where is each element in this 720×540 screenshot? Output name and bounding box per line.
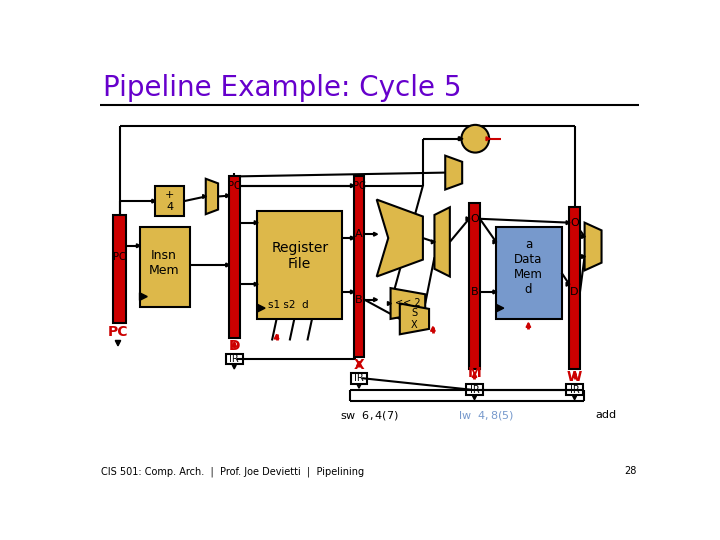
Polygon shape bbox=[459, 137, 463, 140]
Polygon shape bbox=[459, 137, 462, 140]
Bar bbox=[566, 384, 583, 395]
Polygon shape bbox=[377, 200, 423, 276]
Polygon shape bbox=[486, 137, 490, 140]
Bar bbox=[466, 384, 483, 395]
Polygon shape bbox=[493, 240, 497, 244]
Bar bbox=[140, 226, 189, 307]
Polygon shape bbox=[566, 221, 570, 225]
Polygon shape bbox=[374, 232, 377, 236]
Polygon shape bbox=[493, 290, 497, 294]
Polygon shape bbox=[582, 254, 585, 259]
Text: X: X bbox=[354, 358, 364, 372]
Polygon shape bbox=[431, 327, 435, 331]
Text: B: B bbox=[471, 287, 478, 297]
Text: s1 s2  d: s1 s2 d bbox=[268, 300, 309, 310]
Polygon shape bbox=[232, 342, 237, 347]
Polygon shape bbox=[582, 234, 585, 239]
Text: D: D bbox=[570, 287, 579, 297]
Circle shape bbox=[462, 125, 489, 153]
Text: IR: IR bbox=[354, 373, 364, 383]
Polygon shape bbox=[374, 298, 377, 301]
Text: S
X: S X bbox=[411, 308, 418, 330]
Polygon shape bbox=[351, 184, 354, 187]
Text: CIS 501: Comp. Arch.  |  Prof. Joe Devietti  |  Pipelining: CIS 501: Comp. Arch. | Prof. Joe Deviett… bbox=[101, 466, 364, 477]
Text: +
4: + 4 bbox=[165, 190, 174, 212]
Text: W: W bbox=[567, 370, 582, 383]
Bar bbox=[496, 226, 562, 319]
Text: IR: IR bbox=[570, 384, 580, 395]
Text: B: B bbox=[355, 295, 363, 305]
Text: PC: PC bbox=[228, 181, 240, 191]
Polygon shape bbox=[257, 304, 265, 312]
Bar bbox=[229, 177, 240, 338]
Text: IR: IR bbox=[469, 384, 480, 395]
Polygon shape bbox=[387, 301, 392, 306]
Text: 28: 28 bbox=[624, 467, 637, 476]
Polygon shape bbox=[137, 244, 140, 248]
Text: lw  $4,8($5): lw $4,8($5) bbox=[458, 409, 514, 422]
Text: O: O bbox=[470, 214, 479, 224]
Bar bbox=[354, 177, 364, 357]
Polygon shape bbox=[585, 222, 601, 271]
Polygon shape bbox=[472, 373, 477, 377]
Polygon shape bbox=[357, 384, 361, 388]
Polygon shape bbox=[566, 282, 570, 286]
Polygon shape bbox=[390, 288, 426, 319]
Polygon shape bbox=[226, 194, 230, 198]
Polygon shape bbox=[254, 282, 258, 286]
Bar bbox=[257, 211, 342, 319]
Polygon shape bbox=[472, 396, 477, 400]
Text: PC: PC bbox=[108, 325, 128, 339]
Text: A: A bbox=[355, 229, 363, 239]
Text: << 2: << 2 bbox=[395, 299, 420, 308]
Bar bbox=[570, 207, 580, 369]
Text: O: O bbox=[570, 218, 579, 228]
Bar bbox=[155, 186, 184, 215]
Text: a
Data
Mem
d: a Data Mem d bbox=[514, 238, 543, 295]
Text: PC: PC bbox=[113, 252, 126, 262]
Polygon shape bbox=[431, 240, 435, 244]
Text: Pipeline Example: Cycle 5: Pipeline Example: Cycle 5 bbox=[104, 74, 462, 102]
Polygon shape bbox=[496, 304, 504, 312]
Polygon shape bbox=[572, 373, 577, 377]
Polygon shape bbox=[466, 217, 470, 221]
Polygon shape bbox=[115, 340, 121, 346]
Polygon shape bbox=[152, 199, 156, 203]
Polygon shape bbox=[203, 194, 207, 198]
Text: sw  $6,4($7): sw $6,4($7) bbox=[340, 409, 398, 422]
Text: IR: IR bbox=[230, 354, 239, 364]
Polygon shape bbox=[206, 179, 218, 214]
Text: PC: PC bbox=[353, 181, 365, 191]
Text: D: D bbox=[228, 339, 240, 353]
Text: Insn
Mem: Insn Mem bbox=[149, 249, 179, 276]
Bar bbox=[113, 215, 126, 323]
Polygon shape bbox=[434, 207, 450, 276]
Polygon shape bbox=[274, 334, 279, 339]
Polygon shape bbox=[526, 323, 531, 327]
Polygon shape bbox=[400, 303, 429, 334]
Bar bbox=[226, 354, 243, 364]
Text: Register
File: Register File bbox=[271, 241, 328, 271]
Bar bbox=[351, 373, 367, 383]
Text: M: M bbox=[467, 366, 482, 380]
Bar bbox=[469, 204, 480, 369]
Polygon shape bbox=[233, 365, 236, 369]
Polygon shape bbox=[351, 290, 354, 294]
Polygon shape bbox=[140, 293, 148, 300]
Polygon shape bbox=[254, 221, 258, 225]
Polygon shape bbox=[572, 396, 577, 400]
Polygon shape bbox=[226, 263, 230, 267]
Text: add: add bbox=[595, 410, 617, 420]
Polygon shape bbox=[351, 236, 354, 240]
Polygon shape bbox=[445, 156, 462, 190]
Polygon shape bbox=[356, 361, 361, 366]
